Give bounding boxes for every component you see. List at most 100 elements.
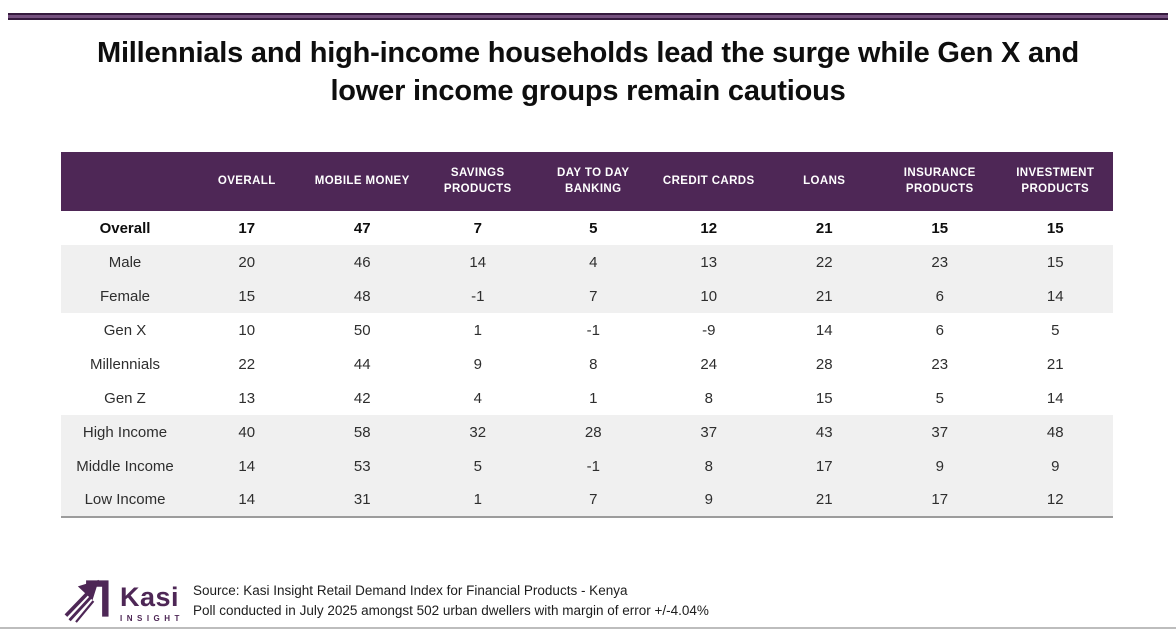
table-cell: -1 <box>586 321 600 339</box>
table-cell: 9 <box>704 491 713 508</box>
column-header: INVESTMENT PRODUCTS <box>1016 166 1095 195</box>
table-row: High Income 40 58 32 28 37 43 37 48 <box>61 415 1113 449</box>
kasi-insight-logo: Kasi INSIGHT <box>64 579 184 628</box>
table-cell: 14 <box>469 253 487 271</box>
table-cell: 17 <box>238 219 256 237</box>
table-cell: 23 <box>931 253 949 271</box>
table-corner-cell <box>61 152 189 211</box>
source-line2: Poll conducted in July 2025 amongst 502 … <box>193 603 709 618</box>
table-cell: 47 <box>353 219 371 237</box>
row-label: Overall <box>99 219 151 237</box>
table-cell: 24 <box>700 355 718 373</box>
column-header: INSURANCE PRODUCTS <box>903 166 976 195</box>
table-cell: 40 <box>238 423 256 441</box>
table-cell: 7 <box>589 287 598 305</box>
table-row: Gen X 10 50 1 -1 -9 14 6 5 <box>61 313 1113 347</box>
table-cell: 7 <box>473 219 482 237</box>
table-cell: 15 <box>931 219 949 237</box>
logo-subtitle: INSIGHT <box>120 614 184 623</box>
table-cell: 15 <box>815 389 833 407</box>
table-cell: 4 <box>473 389 482 407</box>
table-cell: 21 <box>815 287 833 305</box>
row-label: High Income <box>82 423 168 441</box>
data-table: OVERALL MOBILE MONEY SAVINGS PRODUCTS DAY T… <box>61 152 1113 518</box>
table-cell: 10 <box>238 321 256 339</box>
table-cell: 43 <box>815 423 833 441</box>
table-cell: 28 <box>584 423 602 441</box>
table-row: Gen Z 13 42 4 1 8 15 5 14 <box>61 381 1113 415</box>
table-cell: 12 <box>700 219 718 237</box>
bottom-divider <box>0 627 1176 629</box>
table-cell: 37 <box>931 423 949 441</box>
table-cell: 42 <box>353 389 371 407</box>
table-cell: 14 <box>238 491 256 508</box>
column-header: SAVINGS PRODUCTS <box>443 166 512 195</box>
table-cell: 1 <box>589 389 598 407</box>
table-cell: 14 <box>1046 389 1064 407</box>
row-label: Gen X <box>103 321 147 339</box>
column-header: MOBILE MONEY <box>314 174 410 187</box>
source-line1: Source: Kasi Insight Retail Demand Index… <box>193 583 628 598</box>
page-title-line2: lower income groups remain cautious <box>330 75 846 107</box>
table-cell: 22 <box>238 355 256 373</box>
table-cell: -1 <box>471 287 485 305</box>
table-row: Overall 17 47 7 5 12 21 15 15 <box>61 211 1113 245</box>
table-cell: 13 <box>700 253 718 271</box>
table-cell: 14 <box>1046 287 1064 305</box>
table-cell: 50 <box>353 321 371 339</box>
table-cell: 4 <box>589 253 598 271</box>
table-cell: 8 <box>589 355 598 373</box>
table-cell: 8 <box>704 389 713 407</box>
table-cell: 17 <box>815 457 833 475</box>
column-header: CREDIT CARDS <box>662 174 755 187</box>
source-note: Source: Kasi Insight Retail Demand Index… <box>193 581 709 621</box>
table-cell: 7 <box>589 491 598 508</box>
row-label: Female <box>99 287 151 305</box>
table-cell: 13 <box>238 389 256 407</box>
table-cell: 15 <box>1046 219 1064 237</box>
table-cell: 8 <box>704 457 713 475</box>
column-header: OVERALL <box>217 174 276 187</box>
table-cell: 48 <box>353 287 371 305</box>
table-cell: 32 <box>469 423 487 441</box>
column-header: LOANS <box>803 174 846 187</box>
table-cell: 9 <box>473 355 482 373</box>
logo-text: Kasi INSIGHT <box>120 582 184 624</box>
page-title-line1: Millennials and high-income households l… <box>96 37 1079 69</box>
table-cell: 6 <box>935 321 944 339</box>
table-cell: 14 <box>815 321 833 339</box>
table-row: Male 20 46 14 4 13 22 23 15 <box>61 245 1113 279</box>
table-cell: 46 <box>353 253 371 271</box>
table-cell: 22 <box>815 253 833 271</box>
table-cell: 58 <box>353 423 371 441</box>
table-cell: 21 <box>815 219 833 237</box>
table-cell: 1 <box>473 491 482 508</box>
table-cell: 23 <box>931 355 949 373</box>
table-cell: 6 <box>935 287 944 305</box>
table-cell: 15 <box>1046 253 1064 271</box>
table-cell: 5 <box>1051 321 1060 339</box>
table-cell: 10 <box>700 287 718 305</box>
table-cell: 9 <box>1051 457 1060 475</box>
table-cell: 31 <box>353 491 371 508</box>
table-cell: 53 <box>353 457 371 475</box>
table-cell: 9 <box>935 457 944 475</box>
table-cell: 44 <box>353 355 371 373</box>
top-accent-band <box>8 13 1168 20</box>
table-row: Female 15 48 -1 7 10 21 6 14 <box>61 279 1113 313</box>
row-label: Gen Z <box>104 389 146 407</box>
table-cell: 21 <box>815 491 833 508</box>
table-cell: 28 <box>815 355 833 373</box>
logo-brand: Kasi <box>120 582 180 612</box>
column-header: DAY TO DAY BANKING <box>557 166 630 195</box>
table-cell: 14 <box>238 457 256 475</box>
table-cell: 48 <box>1046 423 1064 441</box>
table-cell: 5 <box>473 457 482 475</box>
table-cell: 20 <box>238 253 256 271</box>
table-cell: -1 <box>586 457 600 475</box>
table-cell: 21 <box>1046 355 1064 373</box>
table-row: Middle Income 14 53 5 -1 8 17 9 9 <box>61 449 1113 483</box>
row-label: Millennials <box>89 355 161 373</box>
page-title: Millennials and high-income households l… <box>0 34 1176 110</box>
table-row: Millennials 22 44 9 8 24 28 23 21 <box>61 347 1113 381</box>
